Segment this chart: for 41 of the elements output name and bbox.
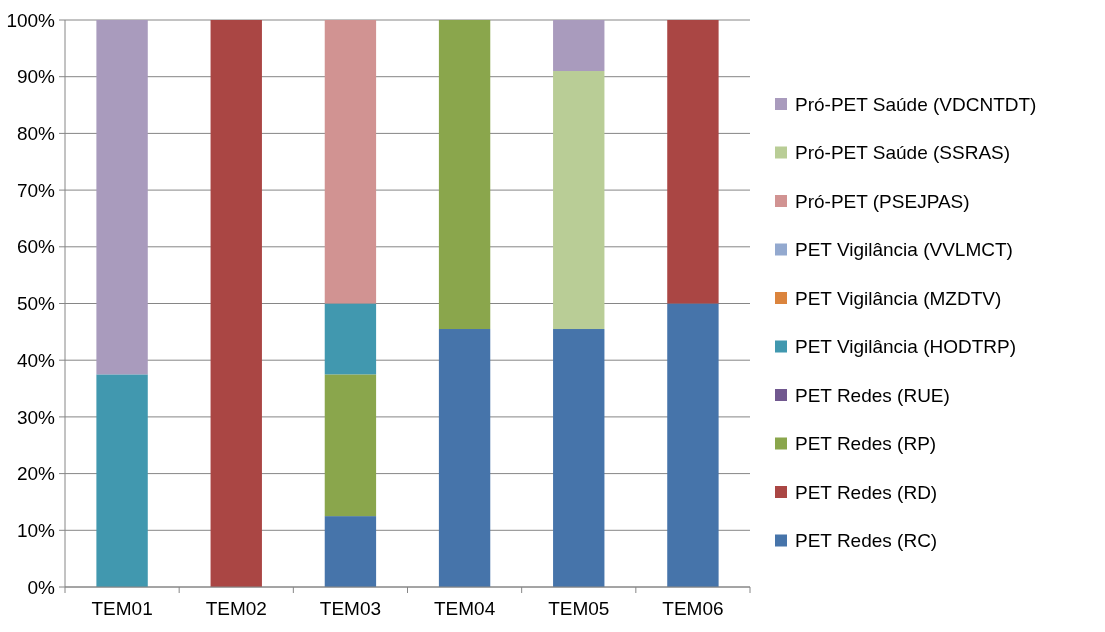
- bar: [553, 71, 605, 330]
- legend-label: Pró-PET Saúde (VDCNTDT): [795, 93, 1037, 115]
- y-tick-label: 100%: [6, 9, 56, 31]
- y-tick-label: 80%: [16, 123, 56, 145]
- bar: [210, 20, 262, 587]
- x-tick-label: TEM05: [548, 598, 610, 619]
- bar: [324, 516, 377, 587]
- x-tick-label: TEM01: [91, 598, 153, 619]
- bar: [553, 20, 605, 72]
- legend-label: PET Vigilância (MZDTV): [795, 287, 1002, 309]
- legend-label: PET Redes (RC): [795, 530, 938, 552]
- legend-label: PET Redes (RUE): [795, 384, 950, 406]
- y-tick-label: 0%: [27, 576, 56, 598]
- bar: [438, 329, 491, 587]
- x-tick-label: TEM04: [433, 598, 496, 619]
- bar: [324, 20, 377, 304]
- legend-label: Pró-PET (PSEJPAS): [795, 190, 970, 212]
- y-tick-label: 10%: [16, 519, 56, 541]
- y-tick-label: 90%: [16, 66, 56, 88]
- x-tick-label: TEM03: [319, 598, 382, 619]
- bar: [553, 329, 605, 587]
- y-tick-label: 40%: [16, 349, 56, 371]
- y-tick-label: 50%: [16, 293, 56, 315]
- y-tick-label: 70%: [16, 179, 56, 201]
- bar: [667, 20, 719, 304]
- legend-label: Pró-PET Saúde (SSRAS): [795, 142, 1011, 164]
- legend-label: PET Vigilância (HODTRP): [795, 336, 1017, 358]
- legend-label: PET Redes (RP): [795, 433, 937, 455]
- bar: [667, 303, 719, 587]
- bar: [96, 374, 148, 587]
- legend-label: PET Redes (RD): [795, 481, 938, 503]
- x-tick-label: TEM06: [662, 598, 724, 619]
- bar: [324, 303, 377, 375]
- y-tick-label: 60%: [16, 236, 56, 258]
- y-tick-label: 30%: [16, 406, 56, 428]
- bar: [438, 20, 491, 330]
- x-tick-label: TEM02: [205, 598, 267, 619]
- bar: [324, 374, 377, 517]
- bar: [96, 20, 148, 375]
- y-tick-label: 20%: [16, 463, 56, 485]
- legend-label: PET Vigilância (VVLMCT): [795, 239, 1013, 261]
